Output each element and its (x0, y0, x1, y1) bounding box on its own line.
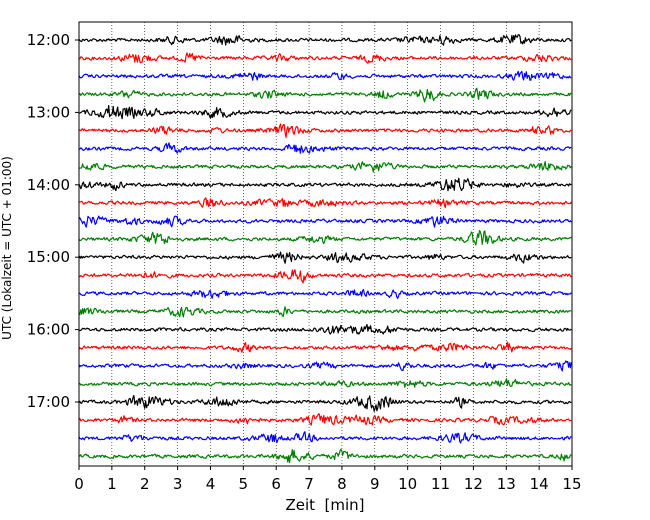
x-tick-label: 2 (140, 475, 150, 493)
trace-1715 (78, 413, 572, 426)
trace-1430 (78, 215, 572, 228)
trace-1515 (78, 269, 572, 284)
trace-1645 (78, 378, 572, 388)
trace-1330 (78, 142, 572, 154)
y-tick-label: 17:00 (27, 393, 70, 411)
trace-1445 (78, 230, 572, 246)
y-tick-label: 15:00 (27, 248, 70, 266)
trace-1530 (78, 288, 572, 299)
trace-1615 (78, 341, 572, 353)
x-tick-label: 7 (304, 475, 314, 493)
trace-1345 (78, 160, 572, 173)
x-tick-label: 9 (370, 475, 380, 493)
trace-1300 (78, 104, 572, 120)
x-tick-label: 10 (398, 475, 417, 493)
y-tick-label: 13:00 (27, 103, 70, 121)
seismic-traces (78, 34, 572, 464)
trace-1500 (78, 251, 572, 264)
x-tick-label: 8 (337, 475, 347, 493)
trace-1415 (78, 197, 572, 209)
trace-1745 (78, 448, 572, 464)
y-tick-label: 16:00 (27, 321, 70, 339)
x-tick-label: 14 (530, 475, 549, 493)
trace-1700 (78, 394, 572, 412)
trace-1230 (78, 70, 572, 81)
x-tick-label: 15 (562, 475, 581, 493)
trace-1730 (78, 431, 572, 444)
trace-1215 (78, 52, 572, 64)
trace-1315 (78, 123, 572, 139)
x-tick-label: 12 (464, 475, 483, 493)
y-axis: 12:00 13:00 14:00 15:00 16:00 17:00 (27, 31, 79, 411)
trace-1245 (78, 87, 572, 103)
x-tick-label: 6 (271, 475, 281, 493)
x-tick-label: 1 (107, 475, 117, 493)
x-tick-label: 3 (173, 475, 183, 493)
x-tick-label: 5 (239, 475, 249, 493)
trace-1545 (78, 306, 572, 318)
x-tick-label: 0 (74, 475, 84, 493)
trace-1630 (78, 360, 572, 372)
x-tick-label: 11 (431, 475, 450, 493)
x-tick-label: 4 (206, 475, 216, 493)
trace-1600 (78, 323, 572, 335)
plot-frame (78, 21, 573, 467)
y-tick-label: 14:00 (27, 176, 70, 194)
x-axis-title: Zeit [min] (285, 496, 364, 514)
x-axis: 0 1 2 3 4 5 6 7 8 9 10 11 12 13 14 15 (74, 466, 582, 493)
y-axis-title: UTC (Lokalzeit = UTC + 01:00) (0, 156, 14, 340)
x-tick-label: 13 (497, 475, 516, 493)
y-tick-label: 12:00 (27, 31, 70, 49)
trace-1400 (78, 177, 572, 192)
trace-1200 (78, 34, 572, 46)
